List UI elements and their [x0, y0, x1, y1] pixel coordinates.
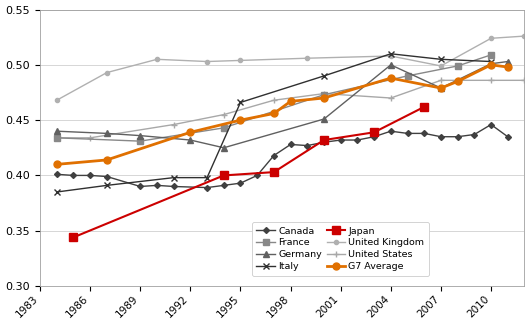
G7 Average — [387, 76, 394, 80]
G7 Average — [187, 130, 193, 134]
Canada — [387, 129, 394, 133]
United Kingdom — [522, 34, 528, 38]
Italy — [438, 58, 444, 61]
Germany — [488, 62, 494, 66]
Line: Japan: Japan — [69, 103, 428, 241]
United Kingdom — [438, 64, 444, 68]
Canada — [254, 174, 260, 177]
United States — [220, 113, 227, 117]
Canada — [104, 175, 110, 178]
Italy — [321, 74, 327, 78]
Germany — [387, 63, 394, 67]
G7 Average — [488, 63, 494, 67]
Legend: Canada, France, Germany, Italy, Japan, United Kingdom, United States, G7 Average: Canada, France, Germany, Italy, Japan, U… — [252, 222, 429, 276]
Line: G7 Average: G7 Average — [53, 61, 511, 168]
Japan — [321, 138, 327, 142]
United Kingdom — [154, 58, 160, 61]
Line: United Kingdom: United Kingdom — [55, 34, 526, 102]
G7 Average — [287, 99, 294, 103]
United Kingdom — [304, 56, 311, 60]
Japan — [271, 170, 277, 174]
Germany — [220, 146, 227, 150]
United States — [54, 136, 60, 140]
Italy — [387, 52, 394, 56]
United Kingdom — [54, 98, 60, 102]
United Kingdom — [104, 71, 110, 74]
Canada — [321, 140, 327, 144]
United Kingdom — [237, 58, 244, 62]
Germany — [54, 129, 60, 133]
France — [220, 126, 227, 130]
Canada — [204, 186, 210, 189]
Line: Italy: Italy — [53, 50, 494, 195]
Japan — [70, 235, 77, 239]
Germany — [187, 138, 193, 142]
Germany — [505, 59, 511, 63]
United States — [271, 98, 277, 102]
Japan — [421, 105, 427, 109]
Canada — [54, 172, 60, 176]
Canada — [338, 138, 344, 142]
Line: Canada: Canada — [55, 123, 510, 190]
G7 Average — [237, 118, 244, 122]
Canada — [488, 123, 494, 126]
Italy — [171, 176, 177, 180]
Canada — [237, 181, 244, 185]
United States — [387, 96, 394, 100]
Canada — [137, 185, 144, 188]
Canada — [471, 133, 478, 136]
United Kingdom — [387, 54, 394, 58]
Canada — [271, 154, 277, 158]
G7 Average — [321, 96, 327, 100]
United States — [522, 78, 528, 82]
France — [137, 139, 144, 143]
Italy — [237, 100, 244, 104]
Line: France: France — [54, 52, 494, 144]
Canada — [287, 142, 294, 146]
G7 Average — [104, 158, 110, 162]
G7 Average — [54, 162, 60, 166]
Canada — [304, 144, 311, 148]
Germany — [137, 134, 144, 137]
Canada — [438, 135, 444, 139]
Italy — [104, 183, 110, 187]
France — [54, 136, 60, 140]
France — [488, 53, 494, 57]
G7 Average — [454, 80, 461, 84]
Canada — [87, 174, 93, 177]
Canada — [354, 138, 360, 142]
United Kingdom — [488, 36, 494, 40]
Canada — [171, 185, 177, 188]
Italy — [204, 176, 210, 180]
Japan — [220, 174, 227, 177]
Japan — [371, 130, 377, 134]
Canada — [220, 183, 227, 187]
Canada — [404, 131, 411, 135]
Germany — [104, 131, 110, 135]
G7 Average — [271, 111, 277, 115]
Canada — [505, 135, 511, 139]
United States — [87, 136, 93, 140]
Italy — [488, 59, 494, 63]
G7 Average — [505, 65, 511, 69]
Italy — [54, 190, 60, 194]
Canada — [454, 135, 461, 139]
Line: United States: United States — [53, 77, 528, 141]
Canada — [421, 131, 427, 135]
Canada — [154, 183, 160, 187]
Line: Germany: Germany — [54, 59, 510, 150]
France — [321, 93, 327, 97]
France — [404, 74, 411, 78]
United States — [438, 78, 444, 82]
Canada — [371, 135, 377, 139]
United States — [171, 123, 177, 126]
France — [454, 64, 461, 68]
Canada — [70, 174, 77, 177]
G7 Average — [438, 86, 444, 90]
Germany — [438, 86, 444, 90]
United Kingdom — [204, 59, 210, 63]
United States — [488, 78, 494, 82]
United States — [321, 92, 327, 96]
Germany — [321, 117, 327, 121]
